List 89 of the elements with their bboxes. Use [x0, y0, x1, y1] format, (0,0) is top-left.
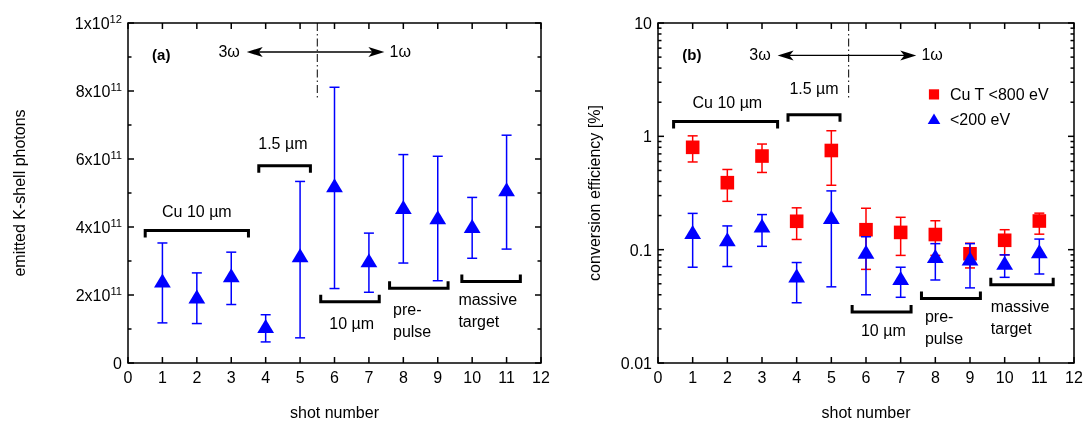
x-tick-label: 8 [398, 369, 408, 386]
point [753, 218, 771, 233]
annotation: massive target [458, 291, 518, 331]
y-tick-label: 0.01 [620, 355, 653, 372]
point [1032, 214, 1047, 228]
annotation: 10 µm [329, 315, 375, 332]
point [755, 149, 769, 163]
point [892, 271, 910, 286]
x-tick-label: 1 [688, 369, 698, 386]
point [857, 244, 875, 259]
point [926, 249, 944, 264]
x-tick-label: 10 [995, 369, 1014, 386]
point [429, 210, 447, 225]
y-axis-title: conversion efficiency [%] [586, 105, 603, 281]
point [788, 268, 806, 283]
x-tick-label: 8 [930, 369, 940, 386]
point [394, 199, 412, 214]
x-tick-label: 3 [226, 369, 236, 386]
x-tick-label: 11 [1031, 369, 1048, 386]
point [326, 178, 343, 193]
annotation: 3ω [218, 43, 240, 60]
point [720, 175, 735, 190]
x-tick-label: 2 [192, 369, 202, 386]
y-axis-title: emitted K-shell photons [11, 109, 28, 277]
point [154, 273, 171, 288]
point [961, 251, 979, 266]
y-tick-label: 8x10$^{11}$ [75, 81, 122, 100]
x-tick-label: 11 [498, 369, 515, 386]
point [257, 318, 275, 333]
annotation: pre- pulse [924, 308, 964, 348]
x-tick-label: 6 [330, 369, 340, 386]
x-tick-label: 10 [463, 369, 482, 386]
x-tick-label: 9 [433, 369, 443, 386]
annotation: 1.5 µm [789, 80, 839, 98]
point [928, 227, 943, 242]
point [996, 255, 1014, 270]
y-tick-label: 2x10$^{11}$ [75, 285, 122, 304]
annotation: 1ω [921, 46, 943, 64]
annotation: 10 µm [860, 321, 906, 339]
legend-label: Cu T <800 eV [950, 86, 1049, 104]
y-tick-label: 0.1 [629, 241, 653, 259]
point [291, 248, 309, 263]
point [824, 143, 839, 158]
y-tick-label: 1 [643, 128, 653, 146]
point [997, 233, 1012, 248]
point [718, 232, 736, 247]
annotation: (a) [152, 46, 171, 64]
annotation: 1ω [389, 43, 411, 60]
annotation: massive target [990, 298, 1050, 337]
annotation: 1.5 µm [258, 134, 308, 152]
point [685, 140, 700, 155]
y-tick-label: 4x10$^{11}$ [75, 217, 122, 236]
x-tick-label: 4 [792, 369, 802, 386]
x-tick-label: 5 [826, 369, 836, 386]
x-tick-label: 4 [261, 369, 271, 386]
x-tick-label: 0 [123, 369, 133, 386]
annotation: Cu 10 µm [161, 202, 232, 220]
point [498, 182, 515, 197]
point [463, 219, 481, 233]
point [684, 225, 702, 240]
y-tick-label: 0 [113, 355, 123, 372]
annotation: pre- pulse [393, 301, 432, 341]
point [1030, 244, 1048, 259]
point [893, 225, 908, 240]
x-axis-title: shot number [290, 404, 380, 421]
x-tick-label: 9 [965, 369, 975, 386]
point [822, 210, 840, 225]
annotation: Cu 10 µm [692, 94, 763, 111]
y-tick-label: 6x10$^{11}$ [75, 149, 122, 168]
annotation: 3ω [749, 46, 771, 64]
x-tick-label: 1 [157, 369, 167, 386]
x-tick-label: 12 [1065, 369, 1083, 386]
y-tick-label: 10 [634, 15, 653, 32]
point [789, 214, 804, 229]
x-tick-label: 5 [295, 369, 305, 386]
point [859, 222, 873, 237]
annotation: (b) [682, 46, 702, 64]
x-tick-label: 3 [757, 369, 767, 386]
x-tick-label: 6 [861, 369, 871, 386]
x-tick-label: 7 [364, 369, 374, 386]
x-tick-label: 12 [532, 369, 550, 386]
x-tick-label: 2 [722, 369, 732, 386]
point [360, 253, 378, 268]
x-tick-label: 7 [896, 369, 906, 386]
legend-label: <200 eV [950, 111, 1011, 129]
point [222, 268, 240, 283]
x-axis-title: shot number [821, 404, 912, 421]
y-tick-label: 1x10$^{12}$ [74, 13, 122, 32]
point [188, 289, 206, 304]
